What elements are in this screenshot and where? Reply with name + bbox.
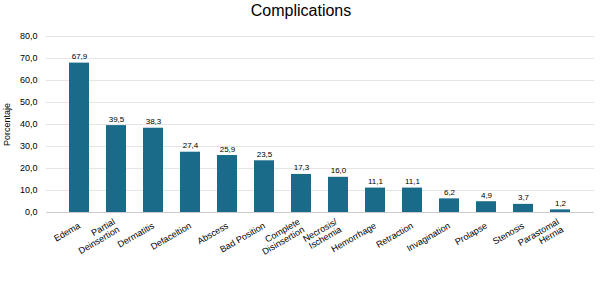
svg-text:Hemorrhage: Hemorrhage bbox=[330, 221, 378, 255]
svg-text:ParastomalHernia: ParastomalHernia bbox=[516, 217, 565, 256]
svg-text:60,0: 60,0 bbox=[20, 75, 38, 85]
svg-text:CompleteDisinsertion: CompleteDisinsertion bbox=[256, 217, 306, 257]
svg-text:Edema: Edema bbox=[52, 221, 82, 244]
svg-text:50,0: 50,0 bbox=[20, 97, 38, 107]
svg-text:40,0: 40,0 bbox=[20, 119, 38, 129]
svg-text:23,5: 23,5 bbox=[257, 150, 273, 159]
svg-text:10,0: 10,0 bbox=[20, 185, 38, 195]
svg-text:70,0: 70,0 bbox=[20, 53, 38, 63]
svg-text:Porcentaje: Porcentaje bbox=[2, 103, 12, 146]
svg-text:Prolapse: Prolapse bbox=[453, 221, 489, 247]
svg-text:1,2: 1,2 bbox=[555, 199, 567, 208]
svg-text:17,3: 17,3 bbox=[294, 163, 310, 172]
svg-text:25,9: 25,9 bbox=[220, 145, 236, 154]
svg-text:27,4: 27,4 bbox=[183, 141, 199, 150]
svg-text:Bad Position: Bad Position bbox=[218, 221, 267, 255]
svg-text:Invagination: Invagination bbox=[405, 221, 452, 254]
svg-text:3,7: 3,7 bbox=[518, 193, 530, 202]
svg-text:30,0: 30,0 bbox=[20, 141, 38, 151]
svg-text:20,0: 20,0 bbox=[20, 163, 38, 173]
svg-text:0,0: 0,0 bbox=[25, 207, 38, 217]
svg-text:11,1: 11,1 bbox=[368, 177, 384, 186]
svg-text:39,5: 39,5 bbox=[109, 115, 125, 124]
svg-text:Defaceltion: Defaceltion bbox=[149, 221, 193, 252]
svg-text:PartialDeinsertion: PartialDeinsertion bbox=[72, 217, 121, 256]
svg-text:6,2: 6,2 bbox=[444, 188, 456, 197]
svg-text:11,1: 11,1 bbox=[405, 177, 421, 186]
svg-text:16,0: 16,0 bbox=[331, 166, 347, 175]
svg-text:38,3: 38,3 bbox=[146, 117, 162, 126]
svg-text:67,9: 67,9 bbox=[72, 52, 88, 61]
svg-text:4,9: 4,9 bbox=[481, 191, 493, 200]
svg-text:80,0: 80,0 bbox=[20, 31, 38, 41]
